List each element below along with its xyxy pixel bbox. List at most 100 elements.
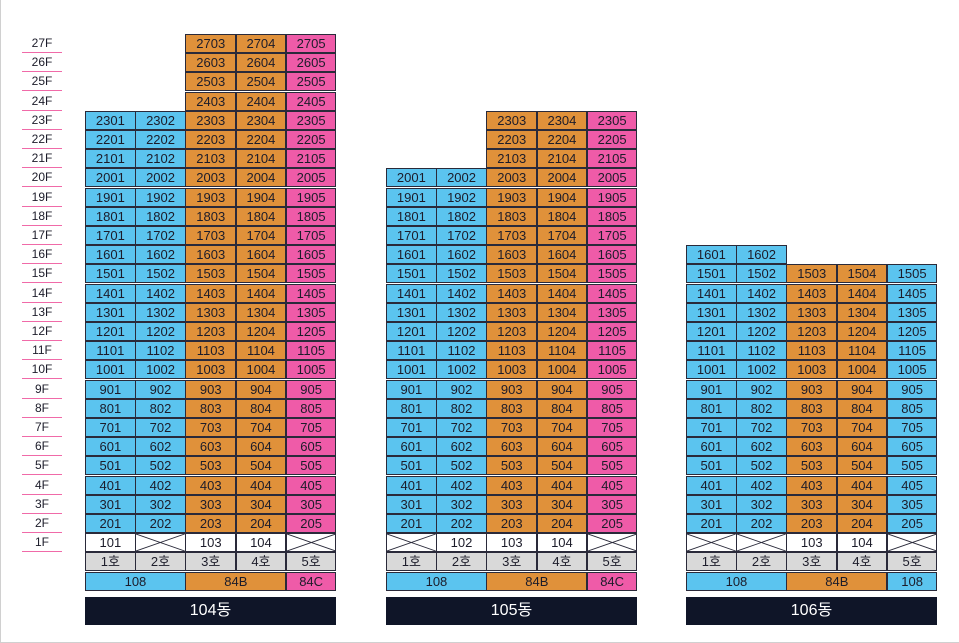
unit-cell: 1702	[436, 226, 487, 245]
unit-cell: 1501	[85, 264, 136, 284]
unit-cell: 1001	[85, 360, 136, 380]
unit-cell: 1601	[686, 245, 737, 265]
unit-cell: 1302	[736, 302, 787, 322]
unit-cell: 905	[586, 379, 638, 399]
unit-cell: 1405	[285, 283, 337, 303]
unit-cell: 1504	[235, 264, 287, 284]
unit-cell: 804	[836, 398, 888, 418]
unit-cell: 1405	[586, 283, 638, 303]
unit-cell: 1602	[736, 245, 787, 265]
unit-cell: 1105	[285, 341, 337, 361]
unit-cell: 404	[536, 475, 588, 495]
unit-cell: 1501	[386, 264, 437, 284]
unit-cell: 403	[786, 475, 838, 495]
unit-cell: 502	[736, 456, 787, 476]
unit-cell: 302	[736, 494, 787, 514]
unit-cell: 704	[536, 418, 588, 437]
floor-label: 23F	[22, 111, 62, 130]
floor-label: 13F	[22, 303, 62, 322]
floor-label: 9F	[22, 380, 62, 399]
unit-type-label: 108	[386, 571, 487, 591]
unit-cell: 1503	[185, 264, 237, 284]
floor-label: 17F	[22, 226, 62, 245]
unit-cell: 1703	[486, 226, 538, 245]
unit-cell: 2301	[85, 110, 136, 130]
unit-cell: 401	[85, 475, 136, 495]
unit-cell: 1705	[586, 226, 638, 245]
unit-cell: 204	[836, 514, 888, 533]
unit-cell: 1901	[85, 187, 136, 207]
unit-cell: 804	[536, 398, 588, 418]
unit-cell: 1201	[386, 322, 437, 341]
unit-cell: 905	[285, 379, 337, 399]
unit-cell: 305	[285, 494, 337, 514]
unit-cell: 1802	[135, 206, 186, 226]
unit-cell: 1704	[235, 226, 287, 245]
empty-unit-cell	[886, 533, 938, 553]
unit-cell: 701	[686, 418, 737, 437]
unit-cell: 704	[235, 418, 287, 437]
unit-cell: 901	[686, 379, 737, 399]
unit-cell: 1204	[836, 322, 888, 341]
unit-cell: 2503	[185, 72, 237, 92]
unit-cell: 503	[486, 456, 538, 476]
unit-cell: 1803	[185, 206, 237, 226]
unit-cell: 2004	[536, 168, 588, 188]
unit-cell: 905	[886, 379, 938, 399]
floor-label: 14F	[22, 284, 62, 303]
unit-cell: 1405	[886, 283, 938, 303]
empty-unit-cell	[686, 533, 737, 553]
unit-cell: 802	[736, 398, 787, 418]
unit-cell: 1902	[135, 187, 186, 207]
unit-cell: 104	[536, 533, 588, 553]
unit-cell: 605	[285, 437, 337, 457]
unit-cell: 1203	[486, 322, 538, 341]
unit-cell: 1903	[486, 187, 538, 207]
unit-cell: 402	[736, 475, 787, 495]
unit-cell: 405	[586, 475, 638, 495]
unit-cell: 2303	[185, 110, 237, 130]
unit-cell: 904	[836, 379, 888, 399]
unit-cell: 304	[836, 494, 888, 514]
unit-type-label: 84B	[786, 571, 888, 591]
ho-label: 4호	[235, 552, 287, 572]
unit-cell: 201	[686, 514, 737, 533]
ho-label: 4호	[536, 552, 588, 572]
unit-cell: 1101	[85, 341, 136, 361]
unit-cell: 2104	[536, 149, 588, 169]
ho-label: 4호	[836, 552, 888, 572]
unit-cell: 104	[235, 533, 287, 553]
unit-cell: 1401	[686, 283, 737, 303]
unit-cell: 701	[386, 418, 437, 437]
unit-cell: 1003	[185, 360, 237, 380]
unit-cell: 802	[436, 398, 487, 418]
unit-cell: 603	[786, 437, 838, 457]
unit-cell: 1603	[185, 245, 237, 265]
unit-cell: 1403	[486, 283, 538, 303]
unit-cell: 1203	[185, 322, 237, 341]
floor-label: 4F	[22, 476, 62, 495]
unit-cell: 303	[185, 494, 237, 514]
floor-label: 5F	[22, 456, 62, 476]
unit-cell: 1103	[185, 341, 237, 361]
unit-cell: 805	[886, 398, 938, 418]
unit-cell: 1501	[686, 264, 737, 284]
unit-cell: 705	[285, 418, 337, 437]
unit-cell: 1204	[536, 322, 588, 341]
unit-cell: 103	[786, 533, 838, 553]
unit-cell: 1901	[386, 187, 437, 207]
unit-cell: 1002	[135, 360, 186, 380]
unit-cell: 902	[135, 379, 186, 399]
unit-cell: 904	[536, 379, 588, 399]
unit-cell: 203	[786, 514, 838, 533]
unit-cell: 202	[436, 514, 487, 533]
unit-cell: 604	[836, 437, 888, 457]
unit-cell: 104	[836, 533, 888, 553]
ho-label: 3호	[185, 552, 237, 572]
unit-cell: 2205	[586, 130, 638, 149]
unit-cell: 1401	[386, 283, 437, 303]
unit-cell: 1902	[436, 187, 487, 207]
unit-cell: 2302	[135, 110, 186, 130]
unit-cell: 1401	[85, 283, 136, 303]
unit-cell: 702	[736, 418, 787, 437]
